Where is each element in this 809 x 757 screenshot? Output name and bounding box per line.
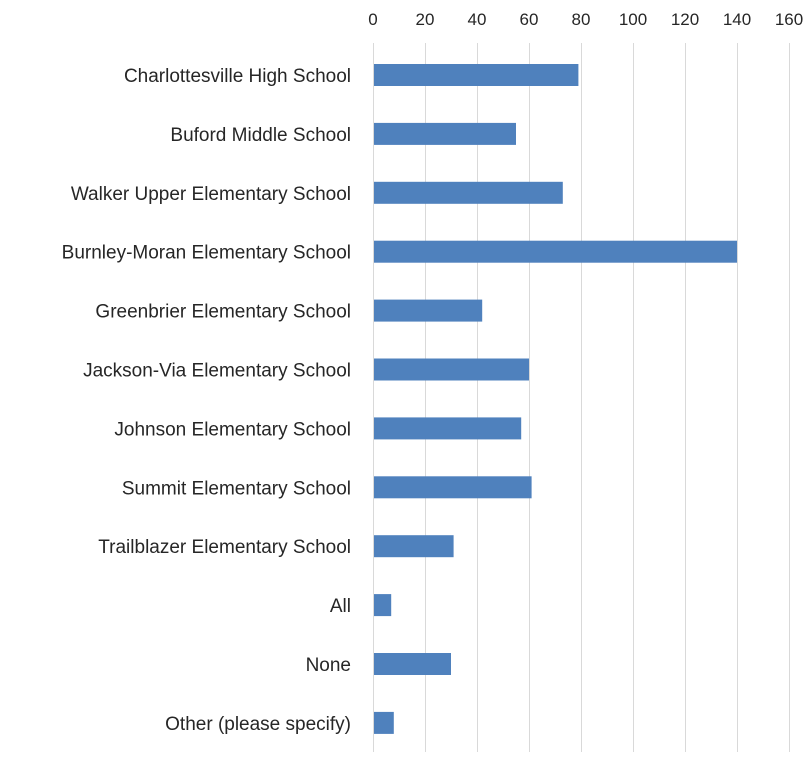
category-label: Trailblazer Elementary School xyxy=(98,537,351,558)
x-tick-label: 60 xyxy=(520,10,539,29)
category-label: None xyxy=(306,655,351,676)
category-labels: Charlottesville High School Buford Middle… xyxy=(62,66,351,735)
bar xyxy=(374,417,522,440)
category-label: Jackson-Via Elementary School xyxy=(83,361,351,382)
x-axis-ticks: 0 20 40 60 80 100 120 140 160 xyxy=(368,10,803,29)
bar xyxy=(374,122,516,145)
x-tick-label: 20 xyxy=(416,10,435,29)
bar xyxy=(374,64,579,86)
bar xyxy=(374,476,532,499)
category-label: Buford Middle School xyxy=(170,125,351,146)
bar xyxy=(374,653,451,675)
category-label: Other (please specify) xyxy=(165,714,351,735)
bar xyxy=(374,535,454,558)
category-label: Summit Elementary School xyxy=(122,478,351,499)
bar xyxy=(374,299,483,322)
bar xyxy=(374,594,392,617)
category-label: Greenbrier Elementary School xyxy=(95,302,351,323)
category-label: All xyxy=(330,596,351,617)
x-tick-label: 80 xyxy=(572,10,591,29)
x-tick-label: 0 xyxy=(368,10,377,29)
x-tick-label: 120 xyxy=(671,10,699,29)
category-label: Charlottesville High School xyxy=(124,66,351,87)
x-tick-label: 160 xyxy=(775,10,803,29)
bar xyxy=(374,358,529,381)
x-tick-label: 100 xyxy=(619,10,647,29)
bar xyxy=(374,711,394,734)
category-label: Johnson Elementary School xyxy=(114,419,351,440)
category-label: Burnley-Moran Elementary School xyxy=(62,243,351,264)
gridlines xyxy=(373,43,790,752)
bar xyxy=(374,240,737,263)
category-label: Walker Upper Elementary School xyxy=(71,184,351,205)
x-tick-label: 40 xyxy=(468,10,487,29)
bars xyxy=(374,64,737,734)
x-tick-label: 140 xyxy=(723,10,751,29)
bar xyxy=(374,181,563,204)
